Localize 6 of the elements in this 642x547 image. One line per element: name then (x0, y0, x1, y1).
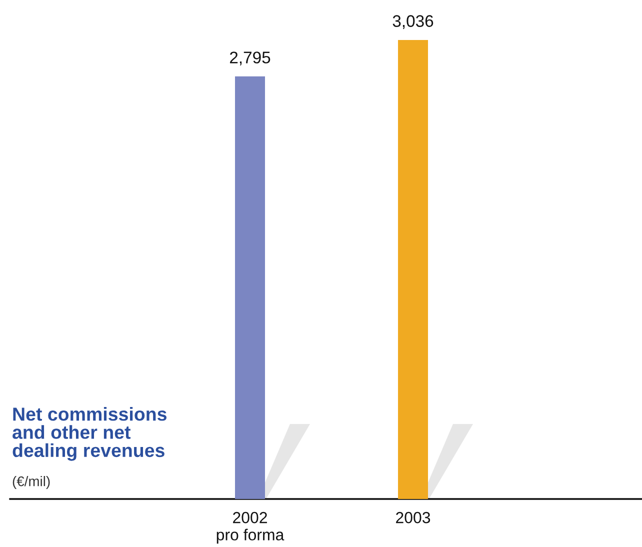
x-tick-label: 2002 pro forma (216, 512, 284, 544)
text: (€/mil) (12, 476, 50, 489)
data-label: 3,036 (392, 15, 434, 29)
x-tick-label: 2003 (396, 512, 430, 524)
text: Net commissions and other net dealing revenues (12, 407, 166, 461)
data-label: 2,795 (230, 52, 270, 66)
